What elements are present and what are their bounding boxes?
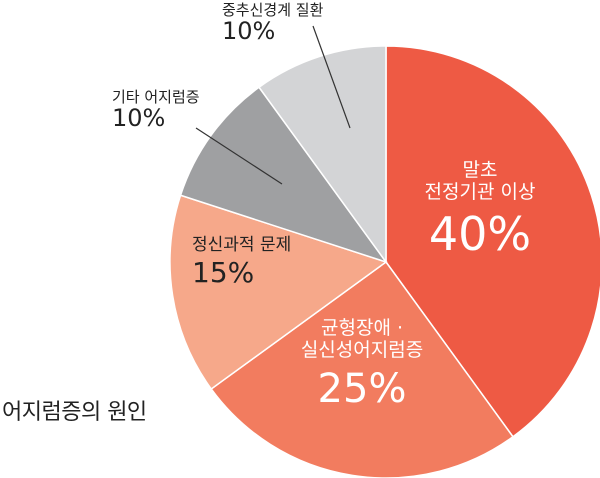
slice-category-label: 중추신경계 질환 bbox=[222, 1, 324, 19]
slice-category-label: 말초 bbox=[462, 159, 498, 181]
pie-slice bbox=[210, 260, 515, 478]
slice-category-label: 기타 어지럼증 bbox=[112, 88, 200, 106]
slice-value-label: 40% bbox=[428, 206, 532, 261]
slice-category-label: 전정기관 이상 bbox=[424, 180, 536, 203]
slice-category-label: 정신과적 문제 bbox=[192, 235, 292, 255]
slice-category-label: 균형장애 · bbox=[321, 317, 403, 339]
slice-value-label: 25% bbox=[317, 365, 407, 412]
slice-label: 중추신경계 질환 10% bbox=[222, 1, 412, 46]
slice-label: 말초 전정기관 이상 40% bbox=[395, 159, 565, 261]
slice-label: 정신과적 문제 15% bbox=[192, 235, 322, 289]
slice-category-label: 실신성어지럼증 bbox=[300, 338, 424, 361]
slice-value-label: 10% bbox=[112, 104, 166, 133]
pie-slice bbox=[169, 194, 388, 391]
slice-value-label: 10% bbox=[222, 17, 276, 46]
slice-label: 기타 어지럼증 10% bbox=[112, 88, 252, 133]
pie-slice bbox=[385, 45, 600, 438]
pie-slice bbox=[257, 45, 387, 265]
slice-label: 균형장애 · 실신성어지럼증 25% bbox=[236, 317, 488, 412]
chart-title: 어지럼증의 원인 bbox=[2, 400, 147, 425]
leader-line bbox=[312, 25, 351, 129]
pie-slice bbox=[179, 86, 388, 264]
slice-value-label: 15% bbox=[192, 255, 255, 289]
leader-line bbox=[195, 127, 283, 185]
